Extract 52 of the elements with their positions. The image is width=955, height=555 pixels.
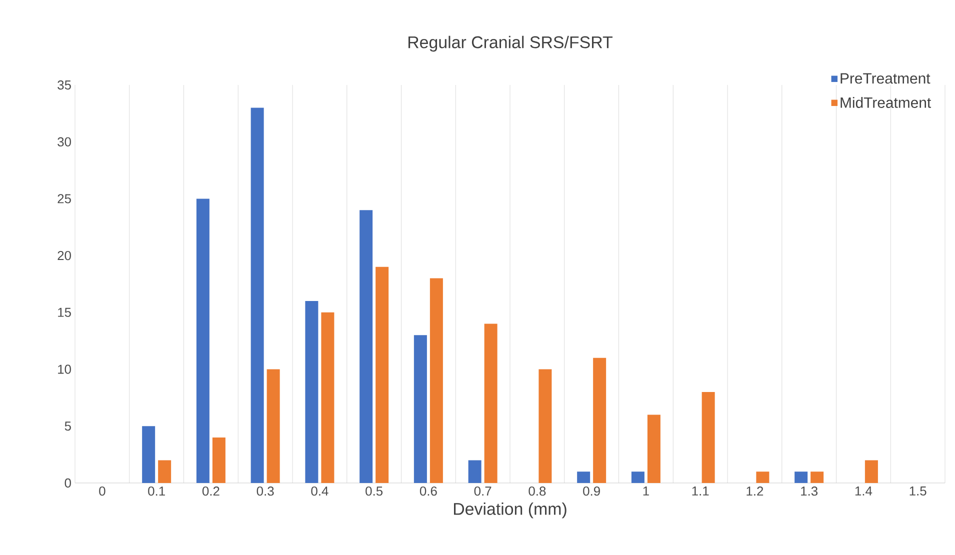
- y-tick-label: 15: [58, 308, 71, 317]
- bar: [810, 472, 824, 483]
- bar: [430, 278, 443, 483]
- x-tick-label: 0.5: [366, 486, 383, 496]
- x-tick-label: 0.9: [583, 486, 600, 496]
- bar: [631, 472, 644, 483]
- bar: [142, 426, 156, 483]
- x-tick-label: 1: [643, 486, 649, 496]
- bar: [196, 198, 210, 483]
- bar: [593, 358, 606, 483]
- y-tick-label: 5: [64, 422, 71, 431]
- bar: [864, 460, 878, 483]
- x-tick-label: 0.8: [528, 486, 546, 496]
- bar: [647, 414, 660, 483]
- legend-label: MidTreatment: [840, 96, 932, 108]
- y-tick-label: 35: [58, 80, 71, 90]
- bar: [414, 335, 427, 483]
- x-tick-label: 0.7: [474, 486, 492, 496]
- bar: [538, 369, 552, 483]
- bar: [360, 210, 373, 483]
- bar: [484, 324, 498, 483]
- bar: [321, 312, 334, 483]
- x-tick-label: 0.3: [256, 486, 274, 496]
- bar: [756, 472, 770, 483]
- bar: [376, 266, 389, 483]
- x-tick-label: 1.4: [855, 486, 872, 496]
- x-tick-label: 0.4: [311, 486, 328, 496]
- bar: [577, 472, 590, 483]
- bar: [305, 301, 318, 483]
- bar: [794, 472, 808, 483]
- legend-label: PreTreatment: [840, 73, 930, 84]
- bar: [468, 460, 482, 483]
- x-tick-label: 0.1: [148, 486, 165, 496]
- y-tick-label: 25: [58, 194, 71, 204]
- y-tick-label: 20: [58, 250, 71, 260]
- bar: [212, 438, 226, 483]
- y-tick-label: 0: [64, 478, 71, 488]
- x-tick-label: 1.5: [910, 486, 926, 496]
- y-tick-label: 10: [58, 364, 71, 374]
- x-axis-title: Deviation (mm): [454, 502, 566, 518]
- x-tick-label: 1.1: [692, 486, 709, 496]
- x-tick-label: 1.3: [801, 486, 818, 496]
- bar: [158, 460, 172, 483]
- x-tick-label: 0.2: [202, 486, 220, 496]
- bar: [266, 369, 280, 483]
- bar: [250, 108, 264, 483]
- x-tick-label: 0: [99, 486, 106, 496]
- chart-title: Regular Cranial SRS/FSRT: [408, 36, 612, 52]
- x-tick-label: 0.6: [420, 486, 437, 496]
- y-tick-label: 30: [58, 137, 71, 146]
- bar: [702, 392, 715, 483]
- x-tick-label: 1.2: [746, 486, 764, 496]
